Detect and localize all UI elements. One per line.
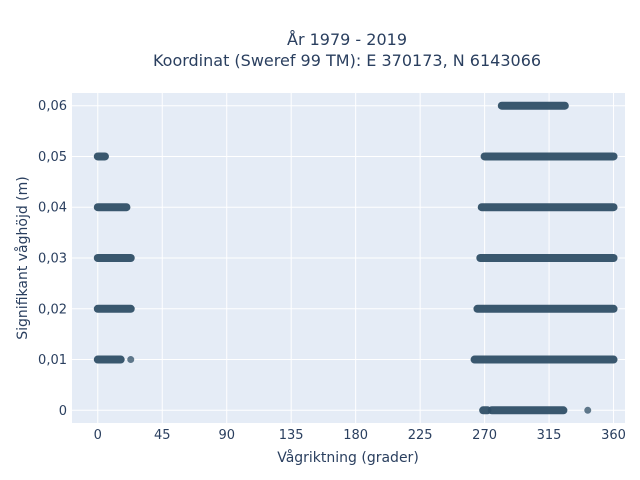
- x-tick-label: 270: [472, 428, 497, 443]
- y-tick-label: 0,05: [38, 150, 67, 165]
- data-band: [497, 101, 569, 110]
- y-axis-label: Signifikant våghöjd (m): [14, 176, 31, 339]
- x-tick-label: 225: [408, 428, 433, 443]
- data-band: [480, 152, 618, 161]
- x-tick-label: 90: [218, 428, 235, 443]
- data-band: [477, 203, 618, 212]
- chart-title-line2: Koordinat (Sweref 99 TM): E 370173, N 61…: [153, 51, 541, 70]
- data-band: [93, 355, 125, 364]
- x-tick-label: 315: [537, 428, 562, 443]
- data-point: [584, 406, 592, 414]
- x-tick-label: 180: [343, 428, 368, 443]
- data-band: [470, 355, 618, 364]
- y-tick-label: 0,03: [38, 252, 67, 267]
- x-axis-label: Vågriktning (grader): [277, 449, 419, 466]
- y-tick-label: 0,02: [38, 302, 67, 317]
- data-band: [93, 152, 109, 161]
- x-axis-ticks: 0 45 90 135 180 225 270 315 360: [94, 428, 626, 443]
- data-band: [473, 304, 618, 313]
- y-tick-label: 0,04: [38, 201, 67, 216]
- data-band: [93, 254, 135, 262]
- data-band: [93, 203, 131, 212]
- y-tick-label: 0,06: [38, 99, 67, 114]
- chart-title-line1: År 1979 - 2019: [287, 30, 407, 49]
- x-tick-label: 135: [279, 428, 304, 443]
- data-point: [127, 356, 135, 364]
- data-points: [93, 101, 618, 415]
- data-band: [93, 304, 135, 313]
- x-tick-label: 360: [601, 428, 626, 443]
- y-tick-label: 0,01: [38, 353, 67, 368]
- x-tick-label: 0: [94, 428, 102, 443]
- y-axis-ticks: 0 0,01 0,02 0,03 0,04 0,05 0,06: [38, 99, 67, 419]
- x-tick-label: 45: [154, 428, 171, 443]
- data-band: [476, 254, 618, 262]
- y-tick-label: 0: [59, 404, 67, 419]
- data-band: [487, 406, 568, 415]
